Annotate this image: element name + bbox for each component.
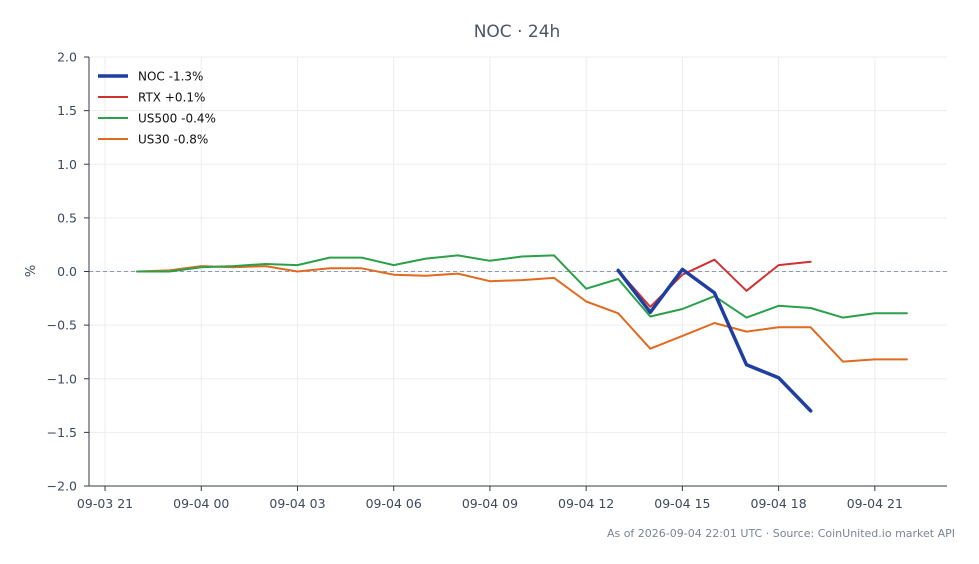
series-lines	[136, 254, 908, 413]
y-axis-label: %	[24, 265, 39, 277]
series-line-us500	[136, 254, 908, 319]
axes: 2.0 1.5 1.0 0.5 0.0 −0.5 −1.0 −1.5 −2.009-03 21 0…	[47, 50, 947, 511]
y-tick-label: −1.0	[47, 371, 77, 386]
x-tick-label: 09-04 12	[558, 496, 614, 511]
chart-title: NOC · 24h	[474, 22, 561, 42]
y-tick-label: 2.0	[57, 50, 77, 65]
legend-label: NOC -1.3%	[138, 70, 203, 84]
x-tick-label: 09-04 21	[847, 496, 903, 511]
legend-label: US500 -0.4%	[138, 112, 216, 126]
y-tick-label: 1.5	[57, 103, 77, 118]
series-line-rtx	[617, 258, 812, 308]
x-tick-label: 09-04 09	[462, 496, 518, 511]
legend: NOC -1.3% RTX +0.1% US500 -0.4% US30 -0.8%	[98, 70, 216, 147]
series-line-us30	[136, 265, 908, 363]
y-tick-label: −0.5	[47, 318, 77, 333]
x-tick-label: 09-04 03	[269, 496, 325, 511]
x-tick-label: 09-04 18	[751, 496, 807, 511]
series-line-noc	[616, 267, 813, 413]
x-tick-label: 09-04 00	[173, 496, 229, 511]
y-tick-label: 0.0	[57, 264, 77, 279]
footer-source: As of 2026-09-04 22:01 UTC · Source: Coi…	[607, 527, 955, 540]
y-tick-label: 0.5	[57, 210, 77, 225]
x-tick-label: 09-04 06	[366, 496, 422, 511]
x-tick-label: 09-03 21	[77, 496, 133, 511]
y-tick-label: −2.0	[47, 479, 77, 494]
legend-label: US30 -0.8%	[138, 133, 208, 147]
x-tick-label: 09-04 15	[654, 496, 710, 511]
y-tick-label: −1.5	[47, 425, 77, 440]
y-tick-label: 1.0	[57, 157, 77, 172]
legend-label: RTX +0.1%	[138, 91, 205, 105]
